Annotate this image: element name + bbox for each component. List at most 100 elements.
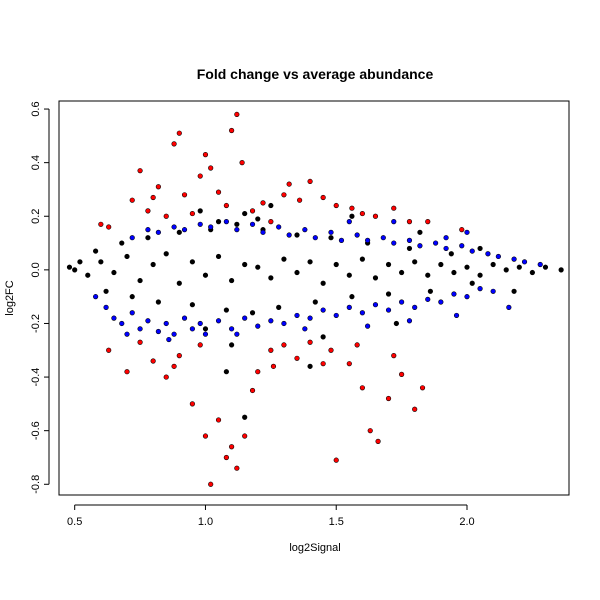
red-point xyxy=(176,130,182,136)
red-point xyxy=(208,165,214,171)
black-point xyxy=(328,235,334,241)
red-point xyxy=(268,347,274,353)
red-point xyxy=(260,200,266,206)
blue-point xyxy=(281,320,287,327)
blue-point xyxy=(155,229,161,235)
blue-point xyxy=(249,221,256,227)
black-point xyxy=(417,229,423,235)
black-point xyxy=(312,299,318,305)
red-point xyxy=(249,387,256,394)
y-tick-label: 0.4 xyxy=(30,155,42,170)
blue-point xyxy=(372,302,379,308)
black-point xyxy=(359,256,365,262)
black-point xyxy=(223,307,229,313)
blue-point xyxy=(234,331,240,337)
blue-point xyxy=(328,229,334,235)
red-point xyxy=(229,444,235,450)
black-point xyxy=(320,280,326,286)
black-point xyxy=(66,264,73,270)
blue-point xyxy=(464,294,470,300)
black-point xyxy=(111,269,117,276)
black-point xyxy=(137,277,143,284)
blue-point xyxy=(391,219,397,225)
red-point xyxy=(385,395,392,402)
blue-point xyxy=(145,227,151,233)
red-point xyxy=(106,347,112,353)
black-point xyxy=(98,259,104,265)
blue-point xyxy=(417,243,423,249)
blue-point xyxy=(338,237,345,243)
red-point xyxy=(320,194,326,201)
black-point xyxy=(333,261,339,268)
red-point xyxy=(372,213,379,219)
blue-point xyxy=(223,219,229,225)
black-point xyxy=(490,261,496,268)
black-point xyxy=(249,310,256,316)
y-axis: -0.8 -0.6 -0.4 -0.2 0.0 0.2 0.4 0.6 xyxy=(30,101,50,494)
black-point xyxy=(189,259,195,265)
blue-point xyxy=(511,256,517,262)
blue-point xyxy=(234,227,240,233)
black-point xyxy=(320,334,326,340)
black-point xyxy=(202,272,209,278)
blue-point xyxy=(412,304,418,310)
blue-point xyxy=(208,224,214,230)
black-point xyxy=(451,269,457,276)
blue-point xyxy=(93,294,99,300)
blue-point xyxy=(124,331,130,337)
blue-point xyxy=(129,235,135,241)
black-point xyxy=(268,275,274,281)
black-point xyxy=(242,414,248,420)
blue-point xyxy=(425,296,431,302)
black-point xyxy=(469,280,475,286)
black-point xyxy=(503,267,509,273)
red-point xyxy=(242,433,248,439)
blue-point xyxy=(406,318,413,324)
black-point xyxy=(307,259,313,265)
black-point xyxy=(349,294,355,300)
black-point xyxy=(346,272,352,278)
red-point xyxy=(354,342,360,348)
red-point xyxy=(137,339,143,345)
black-point xyxy=(103,288,109,294)
black-point xyxy=(427,288,433,294)
blue-point xyxy=(294,312,300,319)
red-point xyxy=(171,141,177,147)
blue-point xyxy=(453,312,460,319)
red-point xyxy=(399,371,405,377)
red-point xyxy=(163,374,169,380)
y-tick-label: 0.2 xyxy=(30,209,42,224)
blue-point xyxy=(506,304,512,310)
black-point xyxy=(511,288,517,294)
black-point xyxy=(155,299,161,305)
red-point xyxy=(281,192,287,198)
black-point xyxy=(448,251,454,257)
blue-point xyxy=(359,310,365,316)
red-point xyxy=(163,213,169,219)
x-axis-label: log2Signal xyxy=(289,542,340,554)
y-tick-label: -0.8 xyxy=(30,475,42,494)
red-point xyxy=(215,189,222,195)
red-point xyxy=(150,194,156,201)
red-point xyxy=(208,481,214,487)
red-point xyxy=(215,417,222,423)
red-point xyxy=(137,168,143,174)
black-point xyxy=(176,280,182,286)
red-point xyxy=(171,363,177,369)
blue-point xyxy=(433,240,439,246)
black-point xyxy=(385,291,392,297)
x-tick-label: 1.0 xyxy=(198,516,213,528)
black-point xyxy=(242,261,248,268)
blue-point xyxy=(333,312,339,319)
black-point xyxy=(542,264,549,270)
black-point xyxy=(255,264,261,270)
black-point xyxy=(229,277,235,284)
blue-point xyxy=(312,235,318,241)
red-point xyxy=(297,197,303,203)
red-point xyxy=(239,160,245,166)
blue-point xyxy=(260,229,266,235)
red-point xyxy=(181,192,188,198)
red-point xyxy=(294,355,300,361)
black-point xyxy=(294,232,300,238)
black-point xyxy=(529,269,535,276)
